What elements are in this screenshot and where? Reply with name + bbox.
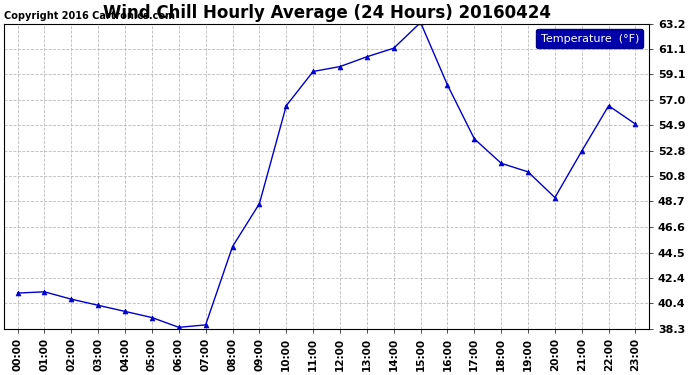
Text: Copyright 2016 Cartronics.com: Copyright 2016 Cartronics.com (4, 10, 175, 21)
Legend: Temperature  (°F): Temperature (°F) (536, 29, 643, 48)
Title: Wind Chill Hourly Average (24 Hours) 20160424: Wind Chill Hourly Average (24 Hours) 201… (103, 4, 551, 22)
